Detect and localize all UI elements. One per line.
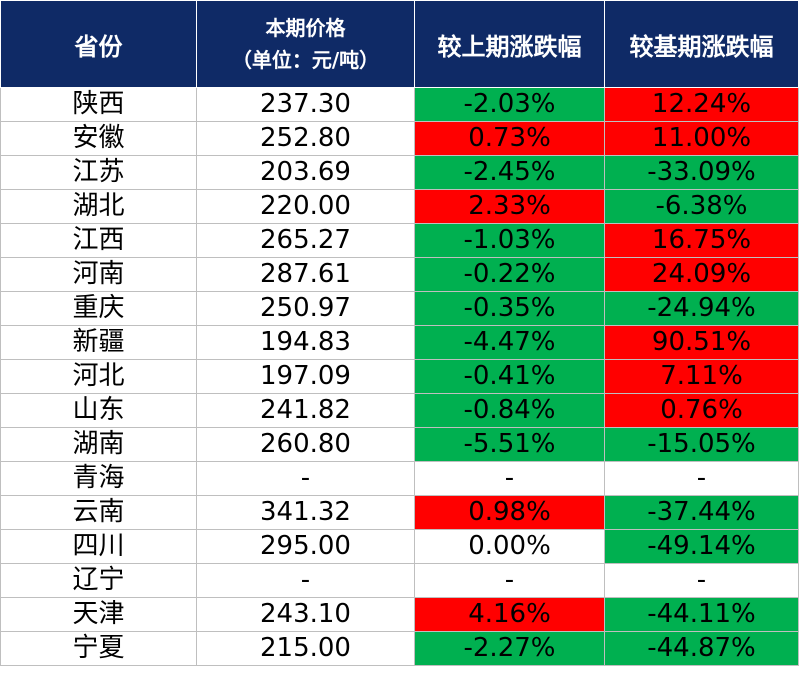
mom-change-cell: 0.00% (414, 529, 605, 564)
province-cell: 河南 (0, 257, 197, 292)
province-cell: 辽宁 (0, 563, 197, 598)
table-row: 河南 287.61 -0.22% 24.09% (0, 257, 799, 292)
table-row: 辽宁 - - - (0, 563, 799, 598)
price-cell: 252.80 (196, 121, 415, 156)
mom-change-cell: - (414, 563, 605, 598)
yoy-change-cell: 16.75% (604, 223, 799, 258)
yoy-change-cell: -44.11% (604, 597, 799, 632)
mom-change-cell: -0.41% (414, 359, 605, 394)
price-cell: 260.80 (196, 427, 415, 462)
yoy-change-cell: 90.51% (604, 325, 799, 360)
province-cell: 湖北 (0, 189, 197, 224)
province-cell: 江西 (0, 223, 197, 258)
table-row: 山东 241.82 -0.84% 0.76% (0, 393, 799, 428)
yoy-change-cell: - (604, 461, 799, 496)
mom-change-cell: -0.35% (414, 291, 605, 326)
price-table: 省份 本期价格 （单位：元/吨） 较上期涨跌幅 较基期涨跌幅 陕西 237.30-… (0, 0, 799, 666)
province-cell: 天津 (0, 597, 197, 632)
table-row: 云南 341.32 0.98% -37.44% (0, 495, 799, 530)
table-row: 陕西 237.30 -2.03% 12.24% (0, 87, 799, 122)
yoy-change-cell: -33.09% (604, 155, 799, 190)
header-province: 省份 (0, 0, 197, 88)
mom-change-cell: 0.73% (414, 121, 605, 156)
province-cell: 陕西 (0, 87, 197, 122)
yoy-change-cell: -44.87% (604, 631, 799, 666)
price-cell: 341.32 (196, 495, 415, 530)
table-row: 河北 197.09 -0.41% 7.11% (0, 359, 799, 394)
mom-change-cell: - (414, 461, 605, 496)
province-cell: 江苏 (0, 155, 197, 190)
price-cell: 241.82 (196, 393, 415, 428)
yoy-change-cell: 0.76% (604, 393, 799, 428)
yoy-change-cell: 7.11% (604, 359, 799, 394)
mom-change-cell: 0.98% (414, 495, 605, 530)
mom-change-cell: -0.84% (414, 393, 605, 428)
mom-change-cell: -2.27% (414, 631, 605, 666)
province-cell: 安徽 (0, 121, 197, 156)
yoy-change-cell: - (604, 563, 799, 598)
mom-change-cell: -1.03% (414, 223, 605, 258)
mom-change-cell: 4.16% (414, 597, 605, 632)
table-row: 天津 243.10 4.16% -44.11% (0, 597, 799, 632)
table-body: 陕西 237.30 -2.03% 12.24% 安徽 252.80 0.73% 11.00% 江… (0, 87, 799, 666)
yoy-change-cell: -15.05% (604, 427, 799, 462)
province-cell: 河北 (0, 359, 197, 394)
yoy-change-cell: -6.38% (604, 189, 799, 224)
table-row: 青海 - - - (0, 461, 799, 496)
mom-change-cell: -5.51% (414, 427, 605, 462)
price-cell: 243.10 (196, 597, 415, 632)
table-row: 新疆 194.83 -4.47% 90.51% (0, 325, 799, 360)
province-cell: 山东 (0, 393, 197, 428)
province-cell: 重庆 (0, 291, 197, 326)
price-cell: - (196, 461, 415, 496)
price-cell: 197.09 (196, 359, 415, 394)
mom-change-cell: 2.33% (414, 189, 605, 224)
province-cell: 新疆 (0, 325, 197, 360)
mom-change-cell: -0.22% (414, 257, 605, 292)
price-cell: 237.30 (196, 87, 415, 122)
mom-change-cell: -2.45% (414, 155, 605, 190)
table-row: 湖南 260.80 -5.51% -15.05% (0, 427, 799, 462)
price-cell: 287.61 (196, 257, 415, 292)
header-yoy-change: 较基期涨跌幅 (604, 0, 799, 88)
price-cell: 220.00 (196, 189, 415, 224)
price-cell: 265.27 (196, 223, 415, 258)
header-price: 本期价格 （单位：元/吨） (196, 0, 415, 88)
table-row: 江西 265.27 -1.03% 16.75% (0, 223, 799, 258)
province-cell: 湖南 (0, 427, 197, 462)
header-price-title: 本期价格 (265, 16, 346, 40)
price-cell: 295.00 (196, 529, 415, 564)
header-mom-change: 较上期涨跌幅 (414, 0, 605, 88)
header-row: 省份 本期价格 （单位：元/吨） 较上期涨跌幅 较基期涨跌幅 (0, 0, 799, 88)
mom-change-cell: -4.47% (414, 325, 605, 360)
table-row: 宁夏 215.00 -2.27% -44.87% (0, 631, 799, 666)
price-cell: 215.00 (196, 631, 415, 666)
yoy-change-cell: 11.00% (604, 121, 799, 156)
yoy-change-cell: -37.44% (604, 495, 799, 530)
province-cell: 四川 (0, 529, 197, 564)
yoy-change-cell: 12.24% (604, 87, 799, 122)
province-cell: 云南 (0, 495, 197, 530)
yoy-change-cell: -49.14% (604, 529, 799, 564)
yoy-change-cell: -24.94% (604, 291, 799, 326)
table-row: 安徽 252.80 0.73% 11.00% (0, 121, 799, 156)
table-row: 重庆 250.97 -0.35% -24.94% (0, 291, 799, 326)
table-header: 省份 本期价格 （单位：元/吨） 较上期涨跌幅 较基期涨跌幅 (0, 0, 799, 88)
price-cell: 250.97 (196, 291, 415, 326)
table-row: 四川 295.00 0.00% -49.14% (0, 529, 799, 564)
price-cell: 203.69 (196, 155, 415, 190)
price-cell: 194.83 (196, 325, 415, 360)
province-cell: 青海 (0, 461, 197, 496)
yoy-change-cell: 24.09% (604, 257, 799, 292)
mom-change-cell: -2.03% (414, 87, 605, 122)
header-price-unit: （单位：元/吨） (231, 48, 380, 72)
table-row: 湖北 220.00 2.33% -6.38% (0, 189, 799, 224)
table-row: 江苏 203.69 -2.45% -33.09% (0, 155, 799, 190)
province-cell: 宁夏 (0, 631, 197, 666)
price-cell: - (196, 563, 415, 598)
